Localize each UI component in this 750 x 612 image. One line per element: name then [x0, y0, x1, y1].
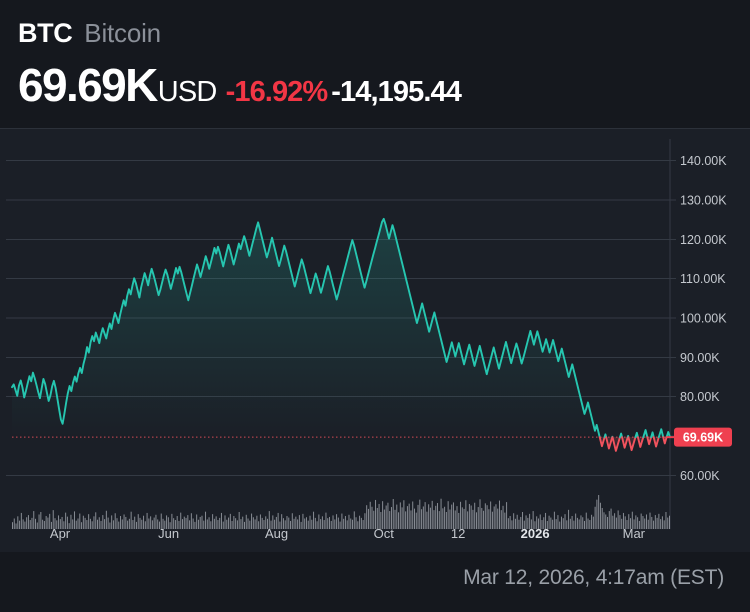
y-axis-labels: 60.00K 80.00K 90.00K 100.00K 110.00K 120.00K 1… [680, 154, 727, 483]
y-axis-tick-label: 120.00K [680, 233, 727, 247]
y-axis-tick-label: 90.00K [680, 351, 720, 365]
price-line [11, 217, 671, 452]
current-price-badge-label: 69.69K [683, 431, 723, 445]
y-axis-tick-label: 100.00K [680, 311, 727, 325]
y-axis-tick-label: 60.00K [680, 469, 720, 483]
x-axis-tick-label: Jun [158, 526, 179, 541]
x-axis-tick-label: Oct [374, 526, 395, 541]
price-change-absolute: -14,195.44 [331, 76, 462, 108]
price-row: 69.69K USD -16.92% -14,195.44 [18, 62, 750, 114]
chart-area: 60.00K 80.00K 90.00K 100.00K 110.00K 120.00K 1… [0, 128, 750, 597]
chart-footer: Mar 12, 2026, 4:17am (EST) [0, 552, 750, 612]
x-axis-labels: Apr Jun Aug Oct 12 2026 Mar [50, 526, 646, 541]
y-axis-tick-label: 140.00K [680, 154, 727, 168]
x-axis-tick-label: 2026 [521, 526, 550, 541]
x-axis-tick-label: Aug [265, 526, 288, 541]
current-price: 69.69K [18, 59, 158, 111]
ticker-row: BTC Bitcoin [18, 18, 750, 52]
footer-timestamp: Mar 12, 2026, 4:17am (EST) [463, 566, 724, 589]
volume-bars [12, 495, 670, 529]
price-currency: USD [157, 76, 218, 108]
price-change-percent: -16.92% [225, 76, 329, 108]
price-chart-svg: 60.00K 80.00K 90.00K 100.00K 110.00K 120.00K 1… [6, 139, 732, 541]
y-axis-tick-label: 80.00K [680, 390, 720, 404]
x-axis-tick-label: 12 [451, 526, 465, 541]
x-axis-tick-label: Apr [50, 526, 71, 541]
chart-header: BTC Bitcoin 69.69K USD -16.92% -14,195.4… [0, 0, 750, 128]
y-axis-tick-label: 130.00K [680, 193, 727, 207]
ticker-name: Bitcoin [84, 18, 161, 48]
current-price-badge: 69.69K [666, 427, 732, 447]
x-axis-tick-label: Mar [623, 526, 646, 541]
ticker-symbol: BTC [18, 18, 73, 48]
chart-area-fill [12, 218, 670, 451]
y-axis-tick-label: 110.00K [680, 272, 726, 286]
